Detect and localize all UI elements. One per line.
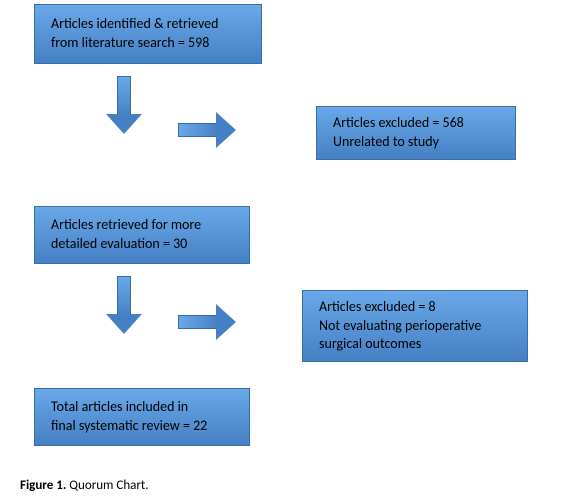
caption-text: Quorum Chart. bbox=[66, 478, 148, 493]
flowchart-node-detailed: Articles retrieved for more detailed eva… bbox=[34, 206, 250, 264]
node-text-line: final systematic review = 22 bbox=[51, 417, 233, 436]
node-text-line: Articles excluded = 8 bbox=[319, 298, 511, 317]
flowchart-node-excluded-8: Articles excluded = 8 Not evaluating per… bbox=[302, 290, 528, 362]
node-text-line: detailed evaluation = 30 bbox=[51, 235, 233, 254]
node-text-line: Not evaluating perioperative bbox=[319, 317, 511, 336]
flowchart-node-final: Total articles included in final systema… bbox=[34, 388, 250, 446]
node-text-line: Articles excluded = 568 bbox=[333, 114, 499, 133]
node-text-line: Articles retrieved for more bbox=[51, 216, 233, 235]
arrow-right-icon bbox=[178, 304, 238, 340]
node-text-line: Articles identified & retrieved bbox=[51, 15, 245, 34]
node-text-line: from literature search = 598 bbox=[51, 34, 245, 53]
flowchart-node-excluded-568: Articles excluded = 568 Unrelated to stu… bbox=[316, 106, 516, 160]
node-text-line: Total articles included in bbox=[51, 398, 233, 417]
arrow-down-icon bbox=[106, 276, 142, 336]
figure-caption: Figure 1. Quorum Chart. bbox=[20, 478, 149, 493]
arrow-down-icon bbox=[106, 76, 142, 136]
arrow-right-icon bbox=[178, 112, 238, 148]
caption-label: Figure 1. bbox=[20, 478, 66, 493]
flowchart-node-identified: Articles identified & retrieved from lit… bbox=[34, 4, 262, 64]
node-text-line: surgical outcomes bbox=[319, 335, 511, 354]
node-text-line: Unrelated to study bbox=[333, 133, 499, 152]
